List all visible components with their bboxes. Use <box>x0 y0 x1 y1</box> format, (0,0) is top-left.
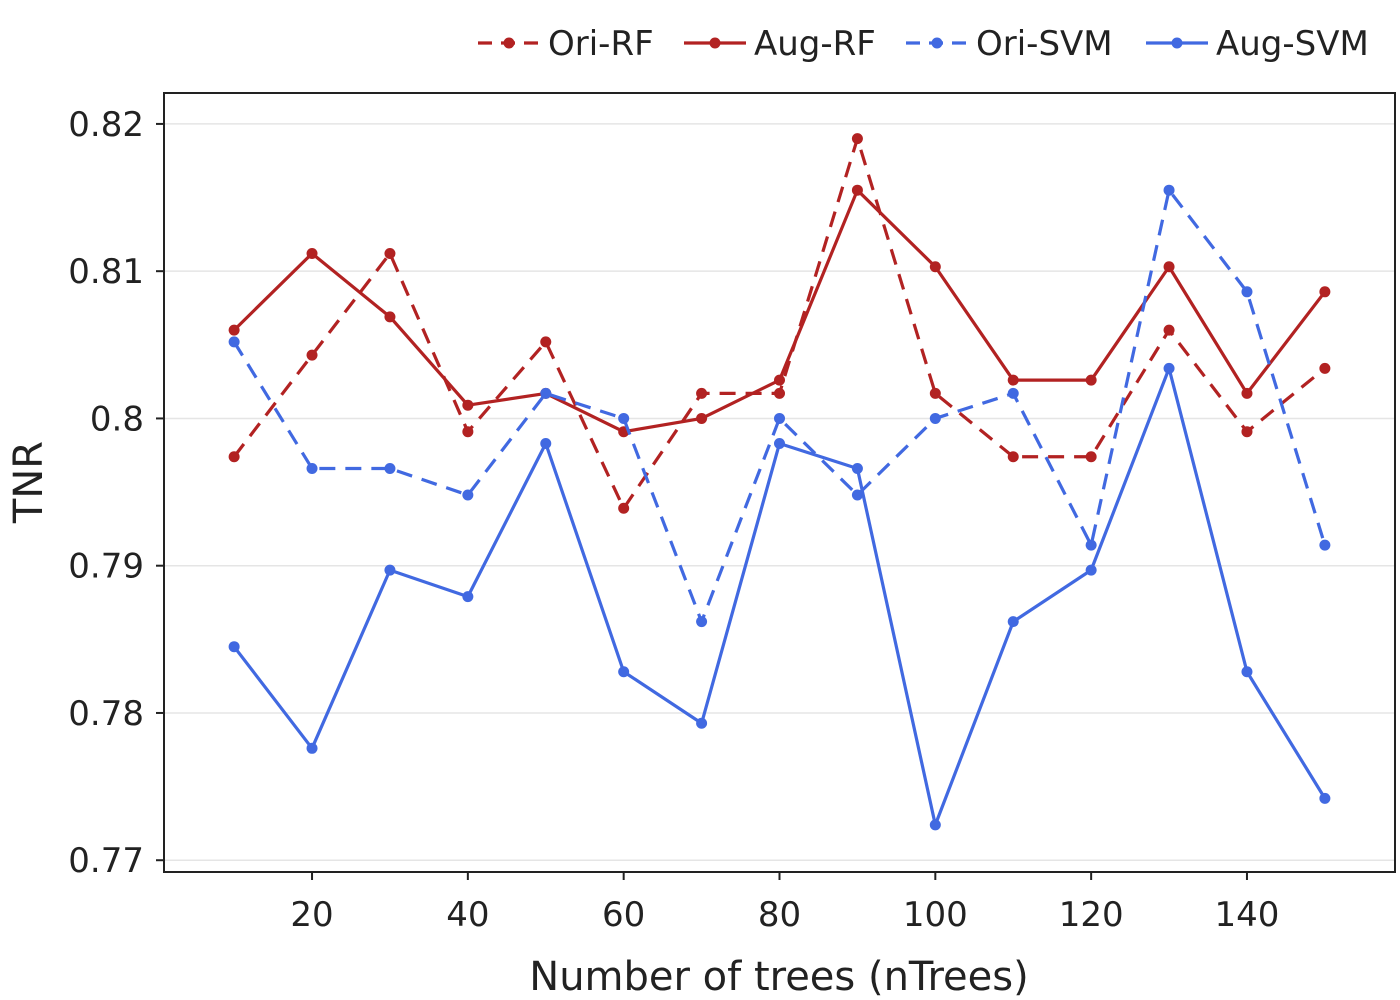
data-point-ori-rf <box>929 387 941 399</box>
data-point-ori-rf <box>774 387 785 399</box>
legend-item-ori-rf: Ori-RF <box>478 24 654 64</box>
legend-swatch-marker <box>503 37 515 49</box>
plot-frame <box>163 92 1396 873</box>
data-point-aug-svm <box>851 463 863 475</box>
data-point-ori-rf <box>228 451 240 463</box>
x-tick-label: 100 <box>903 895 968 935</box>
data-point-aug-svm <box>696 717 708 729</box>
data-point-ori-svm <box>1319 539 1331 551</box>
data-point-ori-rf <box>462 426 474 438</box>
x-axis-title: Number of trees (nTrees) <box>529 954 1028 1000</box>
data-point-ori-svm <box>306 463 318 475</box>
series-aug-rf <box>228 184 1331 438</box>
data-point-aug-rf <box>929 261 941 273</box>
data-point-ori-rf <box>306 349 318 361</box>
data-point-ori-rf <box>384 248 396 260</box>
series-aug-svm <box>228 362 1331 831</box>
data-point-ori-svm <box>1163 184 1175 196</box>
data-point-aug-svm <box>540 437 552 449</box>
series-line-ori-svm <box>232 188 1327 624</box>
legend-item-ori-svm: Ori-SVM <box>906 24 1113 64</box>
data-point-aug-rf <box>1085 374 1097 386</box>
x-tick-label: 120 <box>1059 895 1124 935</box>
legend-label: Aug-RF <box>754 24 876 64</box>
data-point-aug-svm <box>1319 792 1331 804</box>
data-point-aug-rf <box>1007 374 1019 386</box>
legend-label: Ori-RF <box>548 24 654 64</box>
x-tick-label: 60 <box>602 895 645 935</box>
x-tick-label: 40 <box>446 895 489 935</box>
data-point-aug-rf <box>696 412 708 424</box>
data-point-aug-svm <box>1241 666 1253 678</box>
series-ori-svm <box>228 184 1331 628</box>
grid-layer <box>164 123 1395 861</box>
data-point-aug-rf <box>1163 261 1175 273</box>
legend-swatch-marker <box>931 37 943 49</box>
y-tick-label: 0.77 <box>68 841 144 881</box>
data-point-ori-svm <box>774 412 785 424</box>
data-point-ori-rf <box>1163 324 1175 336</box>
x-tick-label: 80 <box>758 895 801 935</box>
y-tick-label: 0.78 <box>68 694 144 734</box>
legend-swatch-marker <box>1171 37 1183 49</box>
data-point-ori-rf <box>540 336 552 348</box>
data-point-aug-rf <box>228 324 240 336</box>
legend: Ori-RF Aug-RF Ori-SVM Aug-SVM <box>478 24 1369 64</box>
data-point-aug-rf <box>1241 387 1253 399</box>
y-axis-title: TNR <box>6 441 52 524</box>
data-point-ori-rf <box>618 502 630 514</box>
data-point-ori-svm <box>384 463 396 475</box>
data-point-ori-svm <box>1241 286 1253 298</box>
data-point-aug-svm <box>774 437 785 449</box>
data-point-aug-svm <box>929 819 941 831</box>
data-point-aug-svm <box>618 666 630 678</box>
data-point-ori-svm <box>540 387 552 399</box>
data-point-aug-rf <box>306 248 318 260</box>
data-point-aug-svm <box>1085 564 1097 576</box>
data-point-ori-svm <box>1085 539 1097 551</box>
data-point-aug-rf <box>384 311 396 323</box>
data-point-ori-rf <box>851 133 863 145</box>
data-point-ori-svm <box>228 336 240 348</box>
axis-layer: 0.77 0.78 0.79 0.8 0.81 0.82 20 40 60 80 100 120 140 <box>68 105 1279 935</box>
data-point-ori-svm <box>618 412 630 424</box>
data-point-ori-rf <box>696 387 708 399</box>
legend-item-aug-rf: Aug-RF <box>684 24 876 64</box>
legend-swatch-marker <box>709 37 721 49</box>
series-line-aug-svm <box>232 366 1327 827</box>
y-tick-label: 0.8 <box>90 399 144 439</box>
series-layer <box>228 133 1331 831</box>
legend-label: Ori-SVM <box>976 24 1113 64</box>
data-point-ori-svm <box>851 489 863 501</box>
data-point-aug-rf <box>851 184 863 196</box>
series-ori-rf <box>228 133 1331 514</box>
data-point-ori-rf <box>1241 426 1253 438</box>
legend-item-aug-svm: Aug-SVM <box>1146 24 1369 64</box>
data-point-aug-svm <box>1007 616 1019 628</box>
data-point-ori-rf <box>1319 362 1331 374</box>
y-tick-label: 0.81 <box>68 252 144 292</box>
data-point-ori-rf <box>1007 451 1019 463</box>
data-point-ori-svm <box>462 489 474 501</box>
x-tick-label: 140 <box>1215 895 1280 935</box>
data-point-aug-rf <box>774 374 785 386</box>
x-tick-label: 20 <box>290 895 333 935</box>
data-point-ori-svm <box>929 412 941 424</box>
data-point-aug-rf <box>1319 286 1331 298</box>
data-point-aug-svm <box>384 564 396 576</box>
data-point-aug-svm <box>306 742 318 754</box>
data-point-aug-rf <box>462 399 474 411</box>
y-tick-label: 0.79 <box>68 547 144 587</box>
data-point-ori-rf <box>1085 451 1097 463</box>
legend-label: Aug-SVM <box>1216 24 1369 64</box>
data-point-ori-svm <box>1007 387 1019 399</box>
data-point-ori-svm <box>696 616 708 628</box>
data-point-aug-svm <box>228 641 240 653</box>
y-tick-label: 0.82 <box>68 105 144 145</box>
data-point-aug-svm <box>1163 362 1175 374</box>
data-point-aug-svm <box>462 591 474 603</box>
